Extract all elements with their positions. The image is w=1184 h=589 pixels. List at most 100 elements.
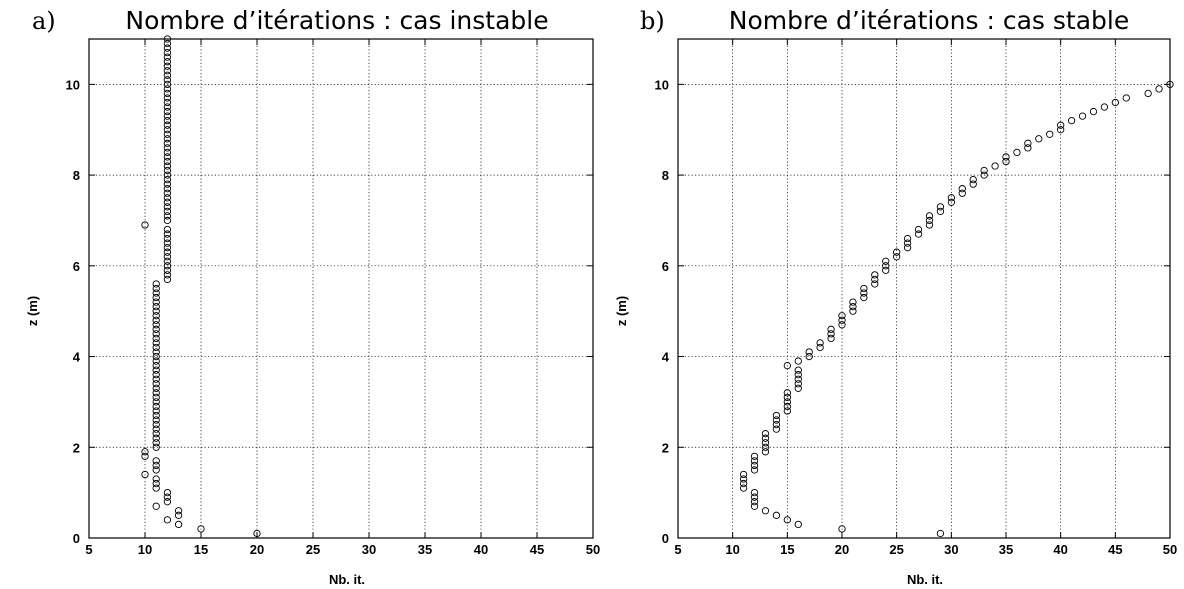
data-point <box>163 53 172 61</box>
y-tick-label: 4 <box>73 350 81 365</box>
data-point <box>163 71 172 79</box>
data-point <box>163 135 172 143</box>
data-point <box>750 488 759 497</box>
x-tick-label: 20 <box>250 542 264 557</box>
data-point <box>152 434 160 442</box>
data-point <box>980 166 988 175</box>
data-point <box>772 425 781 433</box>
data-point <box>783 516 791 524</box>
data-point <box>958 185 966 193</box>
data-point <box>163 62 172 70</box>
data-point <box>163 189 172 197</box>
data-point <box>152 420 160 429</box>
x-axis-label: Nb. it. <box>329 572 365 587</box>
data-point <box>860 289 868 297</box>
data-point <box>925 212 934 220</box>
data-point <box>1013 148 1021 157</box>
data-point <box>805 352 813 361</box>
x-axis-label: Nb. it. <box>907 572 943 587</box>
data-point <box>152 425 160 433</box>
data-point <box>871 280 879 288</box>
data-point <box>163 234 172 243</box>
data-point <box>163 180 172 188</box>
data-point <box>163 130 172 138</box>
data-point <box>838 312 846 320</box>
data-point <box>152 302 160 311</box>
data-point <box>1122 94 1130 102</box>
data-point <box>163 166 172 175</box>
data-point <box>739 484 748 492</box>
data-point <box>152 330 160 338</box>
data-point <box>141 452 149 460</box>
data-point <box>761 448 770 456</box>
data-point <box>163 144 172 152</box>
data-points <box>739 80 1174 538</box>
data-point <box>152 298 160 306</box>
data-point <box>794 371 802 379</box>
data-point <box>903 234 912 243</box>
data-point <box>761 443 770 451</box>
data-point <box>152 439 160 447</box>
x-tick-label: 10 <box>725 542 739 557</box>
data-point <box>163 103 172 111</box>
data-point <box>152 348 160 356</box>
data-point <box>1100 103 1109 111</box>
data-point <box>152 457 160 465</box>
data-point <box>958 189 966 197</box>
tick-labels: 5 10 15 20 25 30 35 40 45 50 0 2 4 6 8 10 <box>655 39 1177 557</box>
data-point <box>163 58 172 66</box>
data-point <box>163 117 172 125</box>
data-point <box>152 407 160 415</box>
data-point <box>163 253 172 261</box>
data-point <box>163 157 172 166</box>
data-point <box>163 107 172 116</box>
data-point <box>152 280 160 288</box>
data-point <box>152 366 160 374</box>
data-point <box>163 216 172 225</box>
data-point <box>152 398 160 406</box>
data-point <box>772 411 781 420</box>
data-point <box>163 488 172 497</box>
data-point <box>914 225 923 234</box>
data-point <box>860 293 868 302</box>
data-point <box>761 507 770 515</box>
x-tick-label: 25 <box>889 542 903 557</box>
x-tick-label: 15 <box>194 542 208 557</box>
y-tick-label: 6 <box>662 259 669 274</box>
data-point <box>750 502 759 510</box>
x-tick-label: 5 <box>85 542 92 557</box>
x-tick-label: 45 <box>1108 542 1122 557</box>
data-point <box>152 402 160 411</box>
data-point <box>783 407 791 415</box>
data-point <box>163 262 172 270</box>
data-point <box>152 289 160 297</box>
data-point <box>1067 117 1076 125</box>
data-point <box>893 253 901 261</box>
data-point <box>163 194 172 202</box>
y-tick-label: 4 <box>662 350 670 365</box>
data-point <box>152 343 160 352</box>
panel-label: b) <box>640 7 665 35</box>
data-point <box>163 85 172 93</box>
data-point <box>163 39 172 48</box>
x-tick-label: 35 <box>418 542 432 557</box>
data-point <box>1057 126 1065 134</box>
data-point <box>141 221 149 229</box>
data-point <box>739 479 748 488</box>
data-point <box>152 475 160 483</box>
x-tick-label: 35 <box>999 542 1013 557</box>
data-point <box>152 357 160 365</box>
data-point <box>163 275 172 284</box>
panel-a: a) Nombre d’itérations : cas instable 5 1… <box>25 6 600 587</box>
data-point <box>849 302 857 311</box>
data-point <box>152 416 160 424</box>
data-point <box>794 384 802 392</box>
data-point <box>152 375 160 383</box>
data-point <box>152 334 160 343</box>
data-point <box>1078 112 1087 120</box>
data-points <box>141 35 261 538</box>
x-tick-label: 50 <box>1163 542 1177 557</box>
data-point <box>141 470 149 479</box>
data-point <box>152 325 160 333</box>
data-point <box>980 171 988 179</box>
